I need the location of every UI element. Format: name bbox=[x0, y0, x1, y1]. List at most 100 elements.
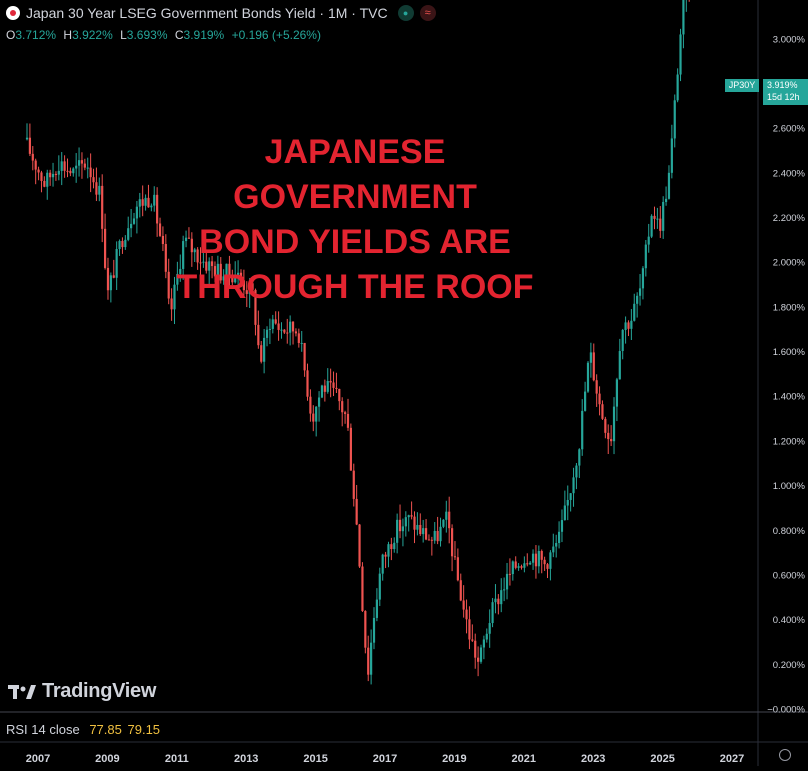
market-open-dot-icon[interactable]: ● bbox=[397, 5, 414, 21]
candle-body bbox=[92, 177, 95, 183]
x-tick-label: 2009 bbox=[95, 753, 119, 765]
candle-body bbox=[375, 599, 379, 618]
candle-body bbox=[358, 524, 361, 567]
candle-body bbox=[563, 505, 566, 521]
candle-body bbox=[407, 515, 410, 518]
candle-body bbox=[43, 180, 46, 187]
tradingview-logo[interactable]: TradingView bbox=[8, 680, 156, 703]
candle-body bbox=[364, 610, 367, 648]
candle-body bbox=[312, 413, 315, 422]
candle-body bbox=[482, 639, 485, 648]
rsi-label: RSI 14 close bbox=[6, 722, 80, 737]
change-value: +0.196 (+5.26%) bbox=[231, 28, 321, 42]
candle-body bbox=[320, 385, 324, 398]
open-label: O bbox=[6, 28, 16, 42]
y-tick-label: −0.000% bbox=[767, 705, 805, 716]
candle-body bbox=[341, 401, 344, 413]
candle-body bbox=[566, 499, 569, 506]
candle-body bbox=[315, 406, 318, 422]
candle-body bbox=[534, 553, 538, 567]
candle-body bbox=[630, 320, 633, 329]
candle-body bbox=[173, 284, 176, 310]
candle-body bbox=[75, 165, 78, 169]
candle-body bbox=[248, 283, 251, 294]
candle-body bbox=[283, 329, 286, 333]
candle-body bbox=[213, 266, 217, 277]
candle-body bbox=[427, 539, 431, 541]
candle-body bbox=[526, 563, 529, 565]
candle-body bbox=[349, 427, 352, 471]
symbol-title[interactable]: Japan 30 Year LSEG Government Bonds Yiel… bbox=[26, 5, 388, 21]
candle-body bbox=[549, 552, 552, 569]
close-label: C bbox=[174, 28, 184, 42]
candle-body bbox=[378, 573, 381, 600]
y-tick-label: 1.600% bbox=[773, 347, 806, 358]
candle-body bbox=[503, 589, 506, 591]
candle-body bbox=[387, 544, 390, 557]
candle-body bbox=[659, 218, 662, 231]
candle-body bbox=[401, 526, 405, 532]
candle-body bbox=[69, 170, 72, 174]
last-price-value: 3.919% bbox=[767, 80, 798, 90]
candle-body bbox=[286, 332, 289, 334]
candle-body bbox=[592, 352, 595, 381]
candle-body bbox=[436, 530, 439, 542]
candle-body bbox=[393, 542, 396, 550]
candle-body bbox=[31, 153, 34, 161]
candle-body bbox=[260, 345, 263, 362]
candle-body bbox=[433, 530, 436, 541]
candle-body bbox=[199, 262, 202, 264]
candle-body bbox=[245, 290, 248, 294]
candle-body bbox=[268, 328, 272, 330]
x-tick-label: 2007 bbox=[26, 753, 50, 765]
headline-line-2: BOND YIELDS ARE bbox=[199, 223, 511, 261]
candle-body bbox=[98, 185, 101, 195]
rsi-value-2: 79.15 bbox=[127, 722, 161, 737]
candle-body bbox=[584, 391, 587, 411]
candle-body bbox=[182, 241, 185, 269]
candle-body bbox=[51, 173, 55, 178]
candle-body bbox=[106, 267, 110, 291]
candle-body bbox=[144, 197, 147, 206]
candle-body bbox=[607, 432, 610, 440]
candle-body bbox=[103, 228, 107, 268]
candle-body bbox=[63, 161, 66, 171]
candle-body bbox=[205, 261, 208, 271]
candle-body bbox=[479, 647, 483, 662]
candle-body bbox=[242, 280, 245, 291]
y-tick-label: 2.000% bbox=[773, 258, 806, 269]
y-tick-label: 2.200% bbox=[773, 213, 806, 224]
y-tick-label: 1.200% bbox=[773, 436, 806, 447]
candle-body bbox=[147, 197, 150, 208]
candle-body bbox=[40, 172, 43, 181]
x-tick-label: 2013 bbox=[234, 753, 258, 765]
wave-icon[interactable]: ≈ bbox=[419, 5, 436, 21]
headline-line-1: JAPANESE GOVERNMENT bbox=[233, 133, 477, 216]
rsi-legend[interactable]: RSI 14 close 77.85 79.15 bbox=[6, 722, 160, 737]
candle-body bbox=[494, 598, 497, 603]
candle-body bbox=[257, 324, 260, 346]
candle-body bbox=[297, 333, 300, 343]
candle-body bbox=[552, 546, 555, 553]
candle-body bbox=[361, 566, 364, 611]
candle-body bbox=[161, 235, 165, 245]
candle-body bbox=[627, 322, 630, 329]
candle-body bbox=[317, 397, 321, 407]
candle-body bbox=[265, 329, 269, 338]
candle-body bbox=[578, 449, 581, 466]
candle-body bbox=[202, 261, 205, 263]
candle-body bbox=[511, 561, 514, 575]
candle-body bbox=[355, 498, 358, 525]
candle-body bbox=[497, 598, 500, 605]
candle-body bbox=[638, 288, 642, 296]
candle-body bbox=[66, 170, 69, 172]
candle-body bbox=[664, 198, 668, 202]
candle-body bbox=[335, 387, 338, 389]
candle-body bbox=[156, 194, 159, 224]
settings-icon[interactable] bbox=[779, 749, 791, 761]
candle-body bbox=[228, 263, 231, 276]
candle-body bbox=[424, 528, 428, 540]
candle-body bbox=[560, 520, 564, 532]
